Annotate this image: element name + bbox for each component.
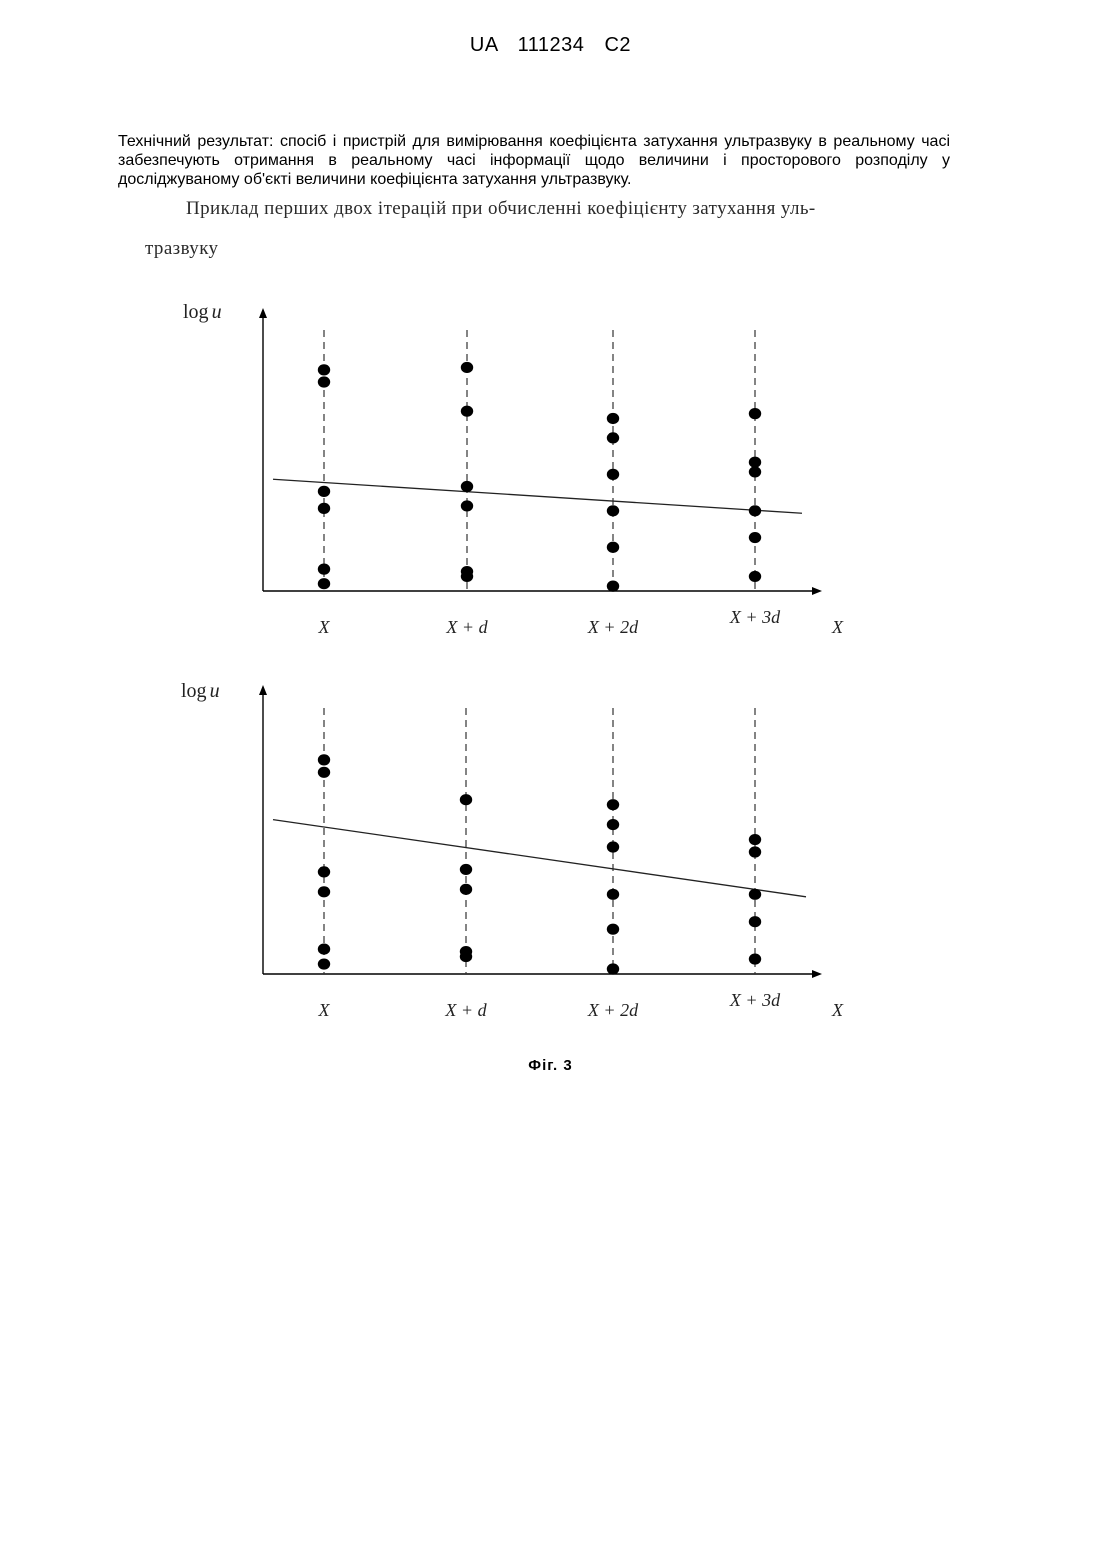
x-tick-label: X + 2d: [587, 617, 639, 637]
data-point: [461, 406, 473, 417]
x-tick-label: X + d: [444, 1000, 487, 1020]
data-point: [318, 866, 330, 877]
x-tick-label: X: [318, 617, 331, 637]
data-point: [461, 362, 473, 373]
x-tick-label: X + 3d: [729, 607, 781, 627]
x-tick-label: X + 3d: [729, 990, 781, 1010]
data-point: [607, 469, 619, 480]
data-point: [460, 864, 472, 875]
x-tick-label: X + d: [445, 617, 488, 637]
data-point: [318, 503, 330, 514]
figure-caption: Фіг. 3: [0, 1057, 1101, 1074]
data-point: [749, 916, 761, 927]
y-axis-label: logu: [181, 680, 220, 702]
x-axis-label: X: [831, 1000, 844, 1020]
regression-line: [273, 820, 806, 897]
y-axis-arrow-icon: [259, 308, 267, 318]
data-point: [460, 951, 472, 962]
data-point: [461, 571, 473, 582]
y-axis-arrow-icon: [259, 685, 267, 695]
data-point: [749, 457, 761, 468]
data-point: [460, 884, 472, 895]
data-point: [607, 413, 619, 424]
data-point: [607, 841, 619, 852]
x-tick-label: X: [318, 1000, 331, 1020]
data-point: [318, 486, 330, 497]
data-point: [749, 834, 761, 845]
y-axis-label: logu: [183, 301, 222, 323]
data-point: [749, 408, 761, 419]
data-point: [318, 376, 330, 387]
data-point: [749, 505, 761, 516]
data-point: [749, 953, 761, 964]
data-point: [749, 466, 761, 477]
data-point: [318, 754, 330, 765]
regression-line: [273, 479, 802, 513]
data-point: [461, 500, 473, 511]
data-point: [749, 532, 761, 543]
data-point: [607, 505, 619, 516]
data-point: [318, 958, 330, 969]
data-point: [318, 886, 330, 897]
data-point: [749, 846, 761, 857]
x-axis-arrow-icon: [812, 587, 822, 595]
data-point: [749, 889, 761, 900]
data-point: [607, 924, 619, 935]
data-point: [607, 963, 619, 974]
x-axis-label: X: [831, 617, 844, 637]
x-tick-label: X + 2d: [587, 1000, 639, 1020]
data-point: [749, 571, 761, 582]
data-point: [461, 481, 473, 492]
data-point: [318, 767, 330, 778]
data-point: [460, 794, 472, 805]
data-point: [607, 581, 619, 592]
data-point: [318, 578, 330, 589]
data-point: [318, 944, 330, 955]
data-point: [607, 889, 619, 900]
x-axis-arrow-icon: [812, 970, 822, 978]
data-point: [318, 364, 330, 375]
data-point: [607, 799, 619, 810]
data-point: [607, 819, 619, 830]
data-point: [318, 564, 330, 575]
data-point: [607, 432, 619, 443]
data-point: [607, 542, 619, 553]
